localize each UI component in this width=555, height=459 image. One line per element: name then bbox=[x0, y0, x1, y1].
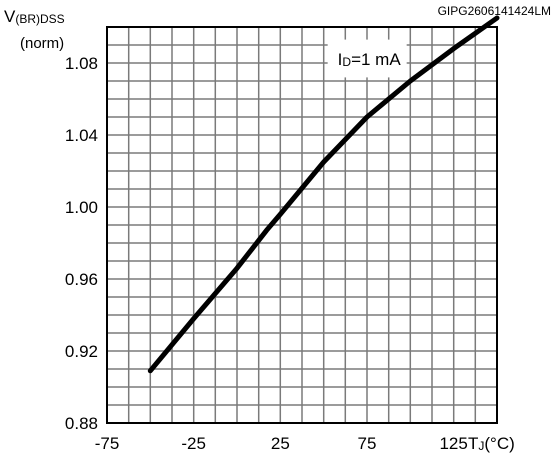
y-axis-label: V(BR)DSS bbox=[4, 7, 65, 26]
y-axis-unit: (norm) bbox=[20, 35, 64, 52]
x-tick-label: -75 bbox=[95, 434, 120, 453]
y-tick-labels: 0.88 0.92 0.96 1.00 1.04 1.08 bbox=[65, 54, 98, 433]
y-tick-label: 1.08 bbox=[65, 54, 98, 73]
x-tick-label: -25 bbox=[181, 434, 206, 453]
y-tick-label: 1.04 bbox=[65, 126, 98, 145]
figure-code: GIPG2606141424LM bbox=[438, 4, 551, 18]
grid bbox=[107, 27, 497, 423]
series-group bbox=[147, 15, 500, 374]
x-axis-label-unit: (°C) bbox=[484, 434, 514, 453]
y-tick-label: 0.92 bbox=[65, 342, 98, 361]
y-tick-label: 1.00 bbox=[65, 198, 98, 217]
x-tick-label: 125 bbox=[439, 434, 467, 453]
annotation-background bbox=[327, 39, 407, 78]
x-axis-label-main: T bbox=[468, 434, 478, 453]
y-axis-label-main: V bbox=[4, 7, 16, 26]
series-line bbox=[147, 15, 500, 374]
annotation-sub: D bbox=[342, 55, 351, 69]
annotation-label: ID=1 mA bbox=[338, 50, 402, 69]
x-tick-label: 75 bbox=[358, 434, 377, 453]
x-tick-label: 25 bbox=[271, 434, 290, 453]
y-tick-label: 0.96 bbox=[65, 270, 98, 289]
x-axis-label: TJ(°C) bbox=[468, 434, 515, 453]
x-axis-label-sub: J bbox=[478, 439, 484, 453]
annotation-value: =1 mA bbox=[351, 50, 401, 69]
annotation-main: I bbox=[338, 50, 343, 69]
plot-frame bbox=[106, 26, 498, 424]
y-tick-label: 0.88 bbox=[65, 414, 98, 433]
annotation-box: ID=1 mA bbox=[327, 39, 407, 78]
y-axis-label-sub: (BR)DSS bbox=[15, 12, 64, 26]
x-tick-labels: -75 -25 25 75 125 bbox=[95, 434, 468, 453]
